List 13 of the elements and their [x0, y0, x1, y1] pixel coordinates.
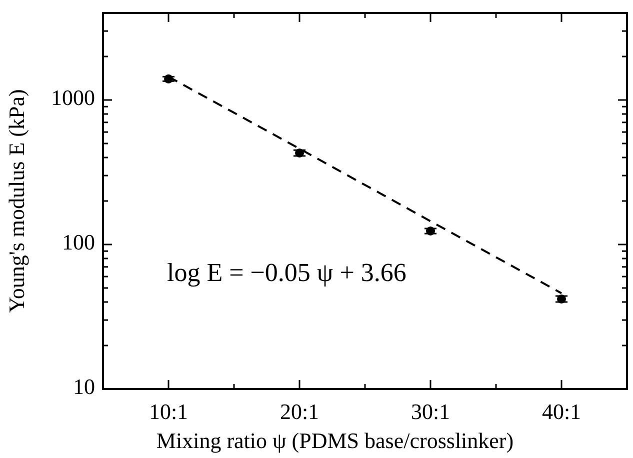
x-tick-label: 20:1 [280, 399, 320, 424]
x-axis-title: Mixing ratio ψ (PDMS base/crosslinker) [156, 428, 514, 453]
x-tick-label: 10:1 [148, 399, 188, 424]
y-tick-label: 1000 [51, 85, 95, 110]
y-tick-label: 10 [73, 374, 95, 400]
y-tick-label: 100 [62, 230, 95, 255]
point [295, 148, 304, 158]
annotation: log E = −0.05 ψ + 3.66 [167, 258, 406, 287]
point [557, 294, 566, 304]
point [426, 226, 435, 236]
x-tick-label: 40:1 [542, 399, 582, 424]
x-tick-label: 30:1 [410, 399, 450, 424]
y-axis-title: Young's modulus E (kPa) [4, 89, 29, 313]
